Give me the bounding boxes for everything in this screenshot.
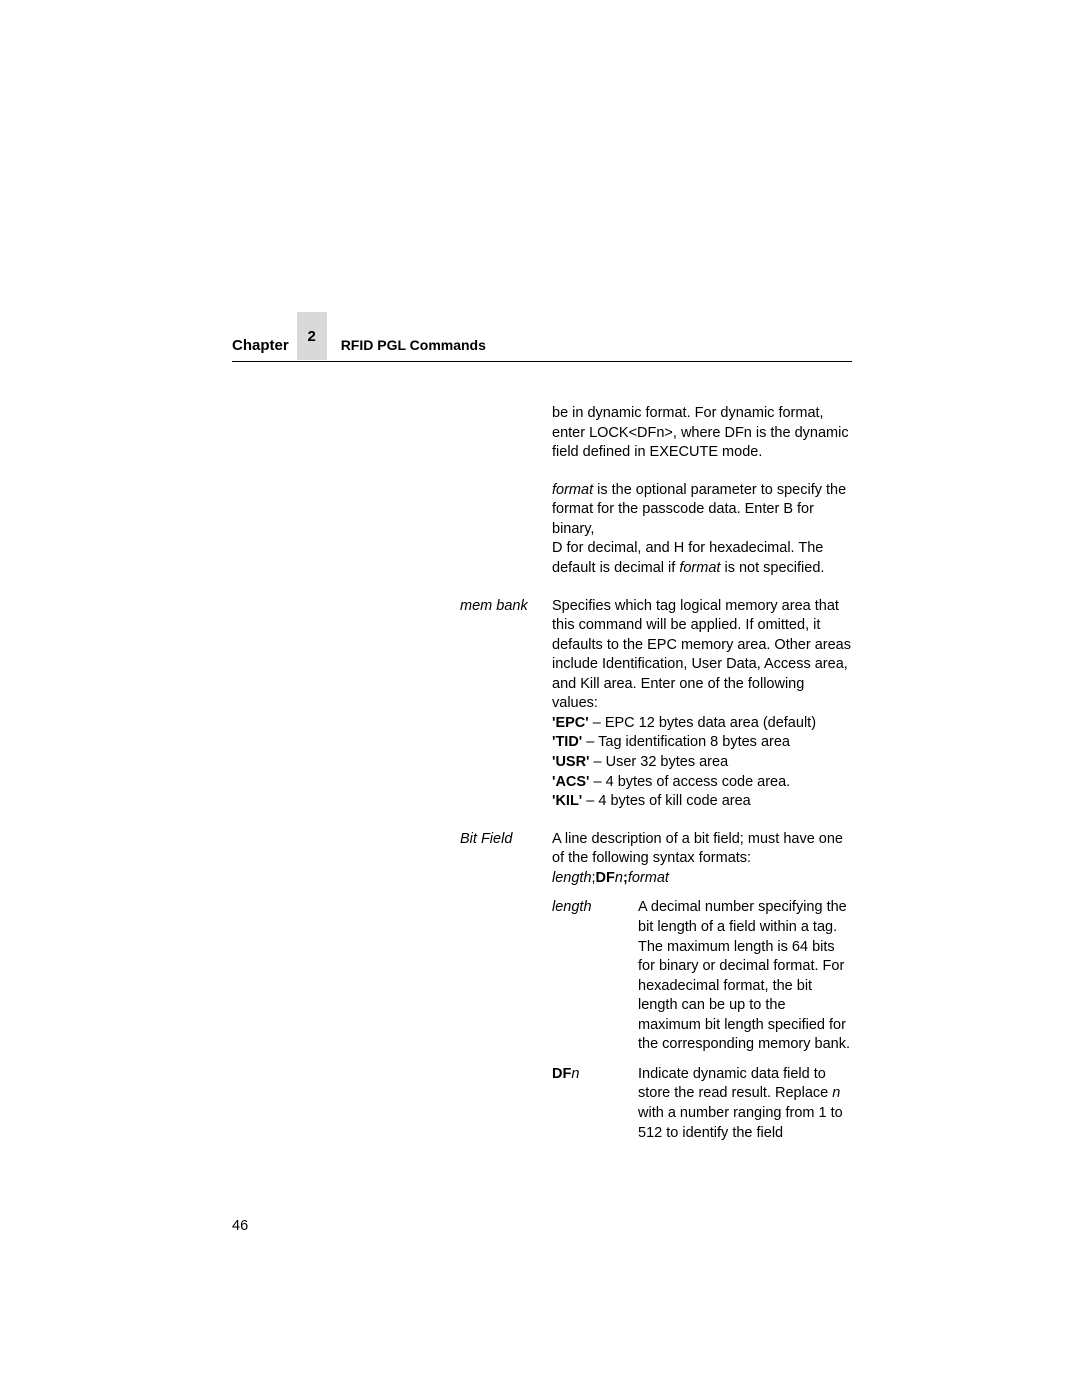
param-label: [460, 404, 552, 463]
sub-param-label: DFn: [552, 1065, 638, 1143]
param-row: mem bank Specifies which tag logical mem…: [460, 597, 852, 812]
param-desc: Specifies which tag logical memory area …: [552, 597, 852, 812]
page-content: Chapter 2 RFID PGL Commands be in dynami…: [232, 330, 852, 1169]
chapter-label: Chapter: [232, 337, 297, 354]
param-label: mem bank: [460, 597, 552, 812]
body-content: be in dynamic format. For dynamic format…: [460, 404, 852, 1151]
param-label: [460, 481, 552, 579]
text-block: be in dynamic format. For dynamic format…: [552, 404, 852, 463]
sub-param-label: length: [552, 898, 638, 1055]
text-block: format is the optional parameter to spec…: [552, 481, 852, 579]
page-number: 46: [232, 1218, 248, 1234]
param-desc: A line description of a bit field; must …: [552, 830, 852, 1151]
param-desc: format is the optional parameter to spec…: [552, 481, 852, 579]
param-row: be in dynamic format. For dynamic format…: [460, 404, 852, 463]
section-title: RFID PGL Commands: [341, 337, 486, 353]
param-row: Bit Field A line description of a bit fi…: [460, 830, 852, 1151]
param-row: format is the optional parameter to spec…: [460, 481, 852, 579]
param-desc: be in dynamic format. For dynamic format…: [552, 404, 852, 463]
text-block: Specifies which tag logical memory area …: [552, 597, 852, 812]
sub-param-desc: A decimal number specifying the bit leng…: [638, 898, 852, 1055]
page-header: Chapter 2 RFID PGL Commands: [232, 330, 852, 362]
sub-param-desc: Indicate dynamic data field to store the…: [638, 1065, 852, 1143]
chapter-number: 2: [297, 312, 327, 360]
text-block: A line description of a bit field; must …: [552, 830, 852, 889]
sub-param-row: length A decimal number specifying the b…: [552, 898, 852, 1055]
param-label: Bit Field: [460, 830, 552, 1151]
sub-param-row: DFn Indicate dynamic data field to store…: [552, 1065, 852, 1143]
